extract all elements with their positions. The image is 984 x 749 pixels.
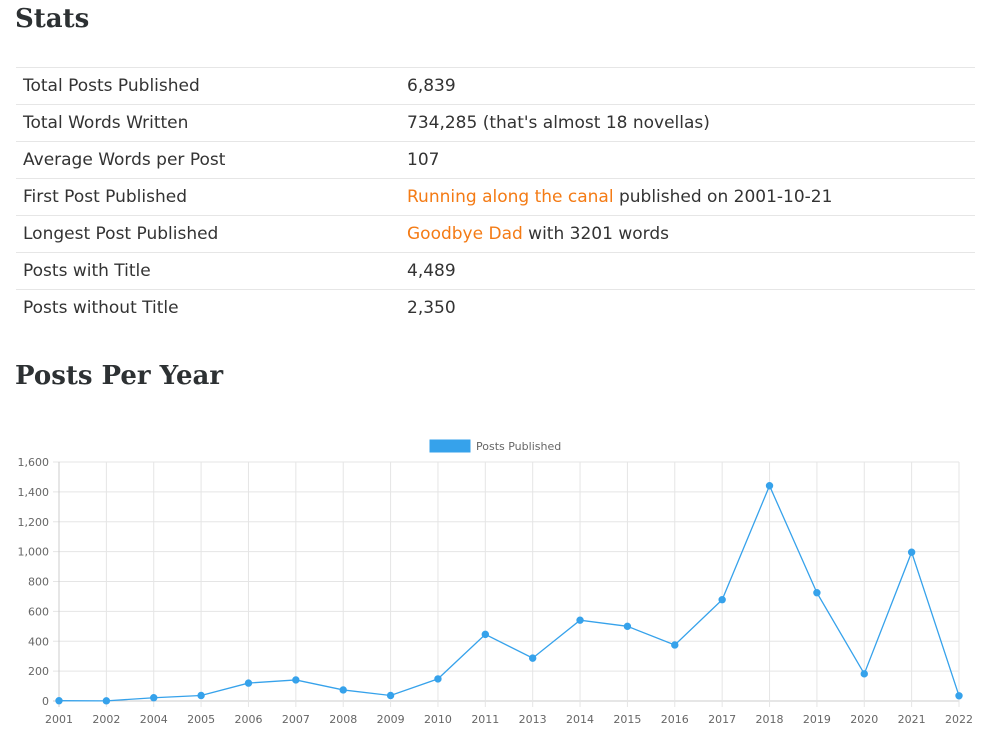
stat-label: Average Words per Post	[16, 141, 400, 179]
first-post-suffix: published on 2001-10-21	[613, 187, 833, 207]
data-point	[55, 697, 63, 705]
x-tick-label: 2009	[377, 713, 405, 726]
x-tick-label: 2019	[803, 713, 831, 726]
data-point	[623, 622, 632, 631]
data-point	[244, 679, 253, 687]
stat-value: 734,285 (that's almost 18 novellas)	[400, 104, 975, 142]
stat-label: Posts without Title	[16, 289, 400, 326]
table-row: First Post Published Running along the c…	[16, 178, 975, 216]
stat-label: Total Words Written	[16, 104, 400, 142]
table-row: Average Words per Post 107	[16, 141, 975, 179]
x-tick-label: 2010	[424, 713, 452, 726]
y-tick-label: 1,600	[18, 456, 50, 469]
data-point	[671, 641, 679, 649]
posts-per-year-chart: 0 200 400 600 800 1,000 1,200 1,400 1,600 2001 200…	[18, 439, 973, 726]
y-tick-label: 400	[28, 635, 49, 648]
series-line	[58, 484, 960, 702]
stat-value: 6,839	[400, 67, 975, 105]
x-tick-label: 2001	[45, 713, 73, 726]
x-tick-label: 2005	[187, 713, 215, 726]
x-tick-label: 2013	[519, 713, 547, 726]
posts-per-year-heading: Posts Per Year	[15, 361, 224, 391]
y-tick-label: 600	[28, 605, 49, 618]
data-point	[955, 692, 963, 700]
legend-label: Posts Published	[476, 440, 561, 453]
stat-label: Total Posts Published	[16, 67, 400, 105]
x-tick-label: 2014	[566, 713, 594, 726]
first-post-link[interactable]: Running along the canal	[407, 187, 614, 207]
x-tick-label: 2017	[708, 713, 736, 726]
data-point	[907, 548, 916, 556]
x-tick-label: 2021	[898, 713, 926, 726]
y-tick-label: 800	[28, 576, 49, 589]
stat-label: First Post Published	[16, 178, 400, 216]
table-row: Posts without Title 2,350	[16, 289, 975, 326]
y-tick-label: 200	[28, 665, 49, 678]
stat-value: Running along the canal published on 200…	[400, 178, 975, 216]
x-tick-label: 2018	[756, 713, 784, 726]
stat-value: Goodbye Dad with 3201 words	[400, 215, 975, 253]
data-point	[197, 691, 205, 700]
data-point	[386, 691, 395, 700]
data-point	[528, 654, 537, 662]
data-point	[102, 697, 111, 705]
y-tick-label: 1,200	[18, 516, 50, 529]
x-tick-label: 2015	[613, 713, 641, 726]
table-row: Posts with Title 4,489	[16, 252, 975, 290]
x-tick-label: 2020	[850, 713, 878, 726]
table-row: Longest Post Published Goodbye Dad with …	[16, 215, 975, 253]
stats-table: Total Posts Published 6,839 Total Words …	[16, 67, 975, 326]
data-point	[813, 589, 821, 597]
table-row: Total Words Written 734,285 (that's almo…	[16, 104, 975, 142]
x-tick-label: 2002	[92, 713, 120, 726]
x-tick-label: 2006	[234, 713, 262, 726]
legend-swatch	[429, 439, 471, 453]
y-tick-label: 1,400	[18, 486, 50, 499]
data-point	[434, 675, 442, 683]
stat-value: 4,489	[400, 252, 975, 290]
data-point	[765, 482, 774, 490]
data-point	[576, 616, 584, 624]
y-tick-label: 0	[42, 695, 49, 708]
x-tick-label: 2007	[282, 713, 310, 726]
data-point	[150, 694, 158, 702]
table-row: Total Posts Published 6,839	[16, 67, 975, 105]
data-point	[718, 596, 726, 604]
longest-post-link[interactable]: Goodbye Dad	[407, 224, 523, 244]
x-tick-label: 2016	[661, 713, 689, 726]
x-tick-label: 2004	[140, 713, 168, 726]
data-point	[481, 630, 490, 639]
x-tick-label: 2011	[471, 713, 499, 726]
longest-post-suffix: with 3201 words	[522, 224, 669, 244]
stat-value: 2,350	[400, 289, 975, 326]
data-point	[860, 670, 868, 678]
stat-label: Posts with Title	[16, 252, 400, 290]
stat-value: 107	[400, 141, 975, 179]
x-tick-label: 2022	[945, 713, 973, 726]
stats-heading: Stats	[15, 4, 90, 34]
data-point	[292, 676, 300, 684]
y-tick-label: 1,000	[18, 546, 50, 559]
x-tick-label: 2008	[329, 713, 357, 726]
stat-label: Longest Post Published	[16, 215, 400, 253]
data-point	[339, 686, 347, 694]
